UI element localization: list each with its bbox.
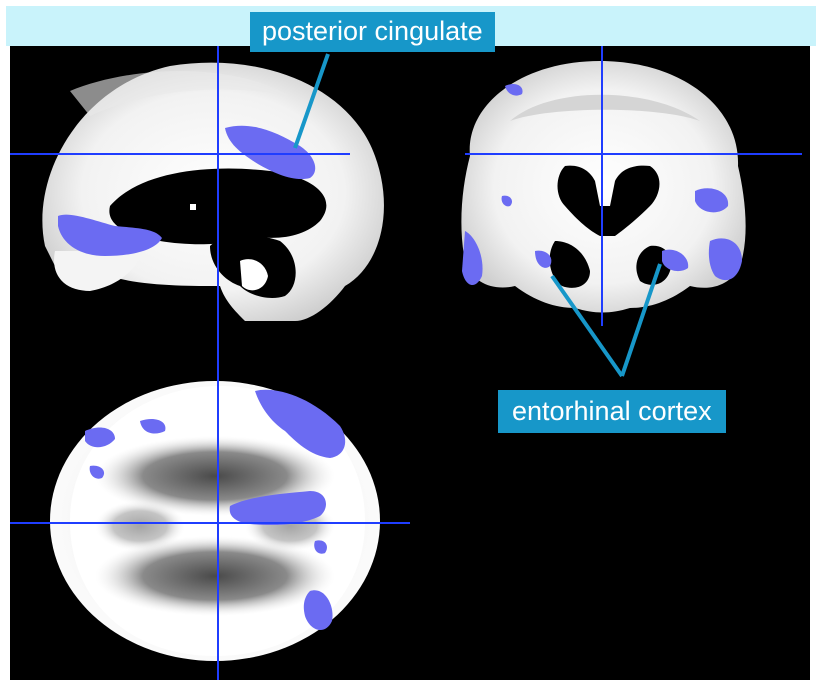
entorhinal-cortex-label: entorhinal cortex <box>498 390 726 433</box>
brain-viewer <box>10 46 810 680</box>
crosshairs <box>10 46 802 680</box>
axial-view <box>50 381 380 661</box>
brain-views <box>10 46 802 680</box>
sagittal-view <box>42 62 384 322</box>
posterior-cingulate-label: posterior cingulate <box>250 12 495 52</box>
leader-lines <box>293 53 662 378</box>
coronal-view <box>461 61 746 313</box>
